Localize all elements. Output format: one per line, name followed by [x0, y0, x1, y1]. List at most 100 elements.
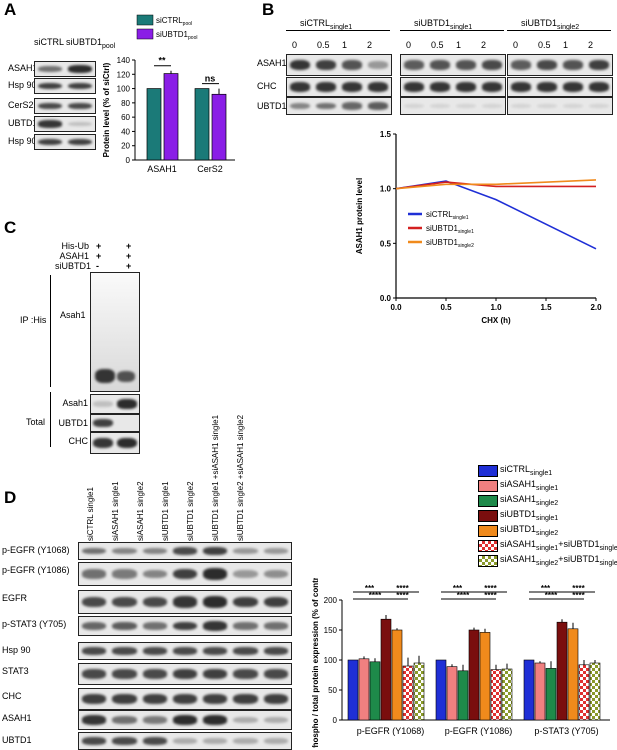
panel-a-row-label: UBTD1	[8, 118, 38, 128]
panel-a-row-label: ASAH1	[8, 63, 38, 73]
a-legend-swatch	[136, 28, 154, 40]
panel-b-group-label: siUBTD1single1	[414, 18, 473, 31]
d-bar	[380, 618, 392, 721]
band	[429, 82, 451, 92]
panel-a-row-label: Hsp 90	[8, 80, 37, 90]
band	[112, 621, 137, 631]
a-y-tick-label: 0	[126, 156, 131, 165]
panel-b-timepoint: 1	[563, 40, 569, 50]
d-sig-label: ***	[541, 584, 551, 593]
band	[117, 399, 137, 409]
d-bar	[347, 659, 359, 721]
d-bar	[523, 659, 535, 721]
panel-d-row-label: Hsp 90	[2, 645, 31, 655]
band	[562, 82, 584, 92]
band	[536, 103, 558, 109]
d-bar	[402, 665, 414, 721]
band	[263, 547, 288, 555]
d-bar	[457, 670, 469, 721]
panel-d-blot-row	[78, 732, 292, 750]
band	[38, 82, 62, 90]
panel-d-blot-row	[78, 542, 292, 560]
a-sig-label: ns	[205, 74, 216, 84]
panel-d-lane-label: siASAH1 single2	[136, 481, 145, 541]
band	[455, 103, 477, 109]
band	[588, 60, 610, 70]
panel-c-total-row-label: UBTD1	[58, 418, 88, 428]
panel-b-timepoint: 0.5	[317, 40, 330, 50]
band	[203, 715, 228, 725]
d-bar	[369, 661, 381, 721]
band	[429, 103, 451, 109]
band	[117, 371, 135, 382]
band	[112, 596, 137, 608]
band	[82, 647, 107, 655]
a-y-tick-label: 80	[121, 99, 130, 108]
band	[82, 715, 107, 725]
band	[455, 82, 477, 92]
a-x-tick-label: ASAH1	[147, 164, 177, 174]
d-y-tick-label: 50	[328, 686, 337, 695]
band	[172, 547, 198, 555]
band	[172, 568, 198, 580]
band	[142, 569, 167, 579]
panel-d-legend-label: siUBTD1single2	[500, 524, 559, 537]
d-bar	[589, 662, 601, 721]
panel-c-total-bracket	[50, 392, 51, 447]
d-sig-label: ****	[484, 591, 497, 600]
band	[233, 694, 258, 704]
panel-d-legend-swatch	[478, 555, 498, 567]
band	[481, 103, 503, 109]
panel-c-total-row-label: Asah1	[62, 398, 88, 408]
panel-b-row-label: UBTD1	[257, 101, 287, 111]
d-sig-label: ****	[457, 591, 470, 600]
band	[263, 622, 288, 630]
panel-d-legend-label: siCTRLsingle1	[500, 464, 553, 477]
band	[233, 547, 258, 555]
band	[142, 694, 167, 704]
panel-c-ip-row-label: Asah1	[60, 310, 86, 320]
panel-d-row-label: p-EGFR (Y1086)	[2, 565, 70, 575]
band	[289, 59, 311, 71]
band	[315, 102, 337, 110]
a-y-tick-label: 40	[121, 127, 130, 136]
panel-a-row-label: Hsp 90	[8, 136, 37, 146]
panel-c-treatment-label: His-Ub	[61, 241, 89, 251]
d-sig-label: ****	[369, 591, 382, 600]
b-y-tick-label: 0.5	[380, 239, 392, 248]
d-bar	[435, 659, 447, 721]
d-y-tick-label: 150	[324, 626, 338, 635]
band	[82, 737, 107, 745]
band	[142, 547, 167, 555]
panel-a-blot-row	[34, 116, 96, 132]
a-legend-label: siUBTD1pool	[156, 30, 197, 41]
panel-b-timepoint: 0	[513, 40, 519, 50]
panel-d-legend-label: siASAH1single1+siUBTD1single1	[500, 539, 617, 552]
band	[172, 647, 198, 655]
band	[367, 61, 389, 69]
band	[233, 738, 258, 744]
d-bar	[534, 662, 546, 721]
b-x-tick-label: 0.5	[440, 303, 452, 312]
band	[263, 647, 288, 655]
band	[95, 369, 115, 383]
panel-b-row-label: ASAH1	[257, 58, 287, 68]
d-bar	[578, 664, 590, 721]
panel-c-total-blot	[90, 414, 140, 432]
b-legend-label: siUBTD1single1	[426, 224, 474, 235]
band	[68, 121, 92, 127]
panel-b-letter: B	[262, 0, 275, 19]
panel-b-blot-row	[507, 54, 613, 76]
band	[203, 647, 228, 655]
panel-d-row-label: p-EGFR (Y1068)	[2, 545, 70, 555]
band	[367, 82, 389, 92]
panel-a-row-label: CerS2	[8, 100, 34, 110]
band	[233, 569, 258, 579]
panel-b-group-label: siCTRLsingle1	[300, 18, 353, 31]
band	[38, 102, 62, 110]
band	[82, 596, 107, 608]
panel-a-blot-row	[34, 61, 96, 77]
b-x-label: CHX (h)	[481, 316, 511, 325]
band	[481, 60, 503, 70]
band	[263, 596, 288, 608]
